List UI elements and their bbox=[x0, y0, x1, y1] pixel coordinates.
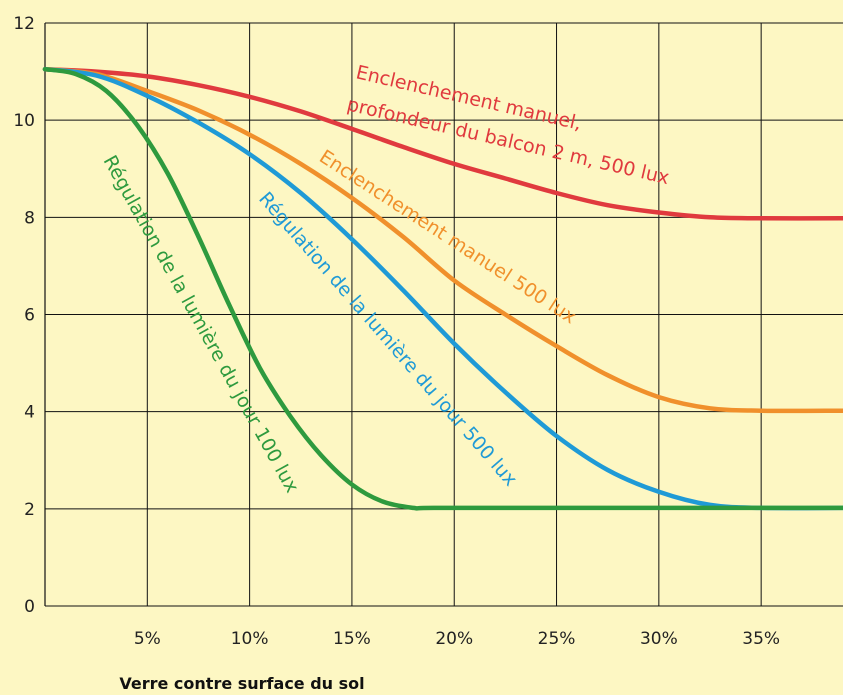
y-tick-label: 4 bbox=[24, 403, 35, 423]
y-axis: 0 2 4 6 8 10 12 bbox=[13, 14, 35, 617]
series-lines bbox=[42, 66, 843, 511]
x-tick-label: 30% bbox=[640, 629, 678, 649]
x-tick-label: 25% bbox=[538, 629, 576, 649]
x-axis: 5% 10% 15% 20% 25% 30% 35% bbox=[134, 629, 780, 649]
x-tick-label: 5% bbox=[134, 629, 161, 649]
y-tick-label: 2 bbox=[24, 500, 35, 520]
y-tick-label: 12 bbox=[13, 14, 35, 34]
annotations: Enclenchement manuel, profondeur du balc… bbox=[99, 61, 672, 496]
x-tick-label: 10% bbox=[231, 629, 269, 649]
x-axis-label: Verre contre surface du sol bbox=[119, 674, 364, 693]
series-line-orange bbox=[42, 66, 843, 414]
y-tick-label: 10 bbox=[13, 111, 35, 131]
y-tick-label: 6 bbox=[24, 306, 35, 326]
annotation-blue: Régulation de la lumière du jour 500 lux bbox=[254, 188, 521, 491]
y-tick-label: 8 bbox=[24, 208, 35, 228]
series-line-blue bbox=[42, 66, 843, 511]
x-tick-label: 20% bbox=[435, 629, 473, 649]
series-line-green bbox=[42, 66, 843, 511]
x-tick-label: 35% bbox=[742, 629, 780, 649]
x-tick-label: 15% bbox=[333, 629, 371, 649]
y-tick-label: 0 bbox=[24, 597, 35, 617]
series-line-red bbox=[42, 66, 843, 221]
grid bbox=[44, 22, 843, 607]
